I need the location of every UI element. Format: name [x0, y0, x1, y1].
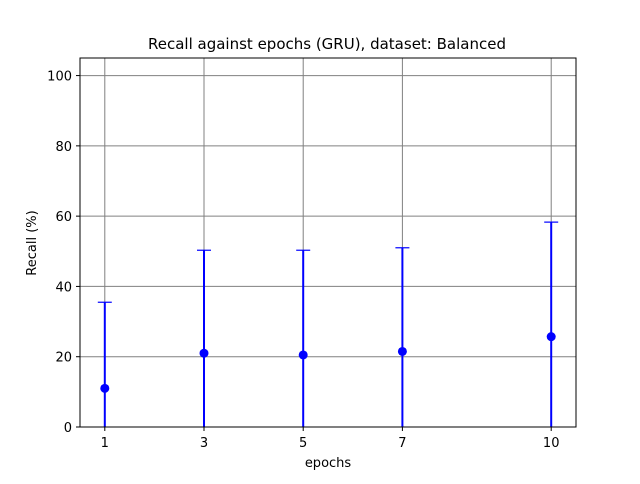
data-point — [397, 346, 407, 356]
x-tick-label: 7 — [398, 436, 406, 451]
data-point — [298, 350, 308, 360]
y-tick-label: 100 — [47, 70, 72, 85]
data-point — [199, 348, 209, 358]
chart-title: Recall against epochs (GRU), dataset: Ba… — [148, 35, 506, 53]
x-tick-label: 10 — [543, 436, 560, 451]
x-axis-label: epochs — [305, 456, 352, 471]
data-point — [546, 332, 556, 342]
plot-frame — [79, 57, 577, 428]
data-point — [100, 383, 110, 393]
y-tick-label: 80 — [55, 140, 72, 155]
data-series — [97, 221, 559, 427]
y-tick-label: 40 — [55, 280, 72, 295]
x-tick-label: 5 — [299, 436, 307, 451]
x-tick-label: 1 — [101, 436, 109, 451]
y-axis-label: Recall (%) — [25, 210, 40, 275]
y-tick-label: 0 — [64, 421, 72, 436]
y-tick-label: 20 — [55, 351, 72, 366]
y-tick-label: 60 — [55, 210, 72, 225]
x-tick-label: 3 — [200, 436, 208, 451]
